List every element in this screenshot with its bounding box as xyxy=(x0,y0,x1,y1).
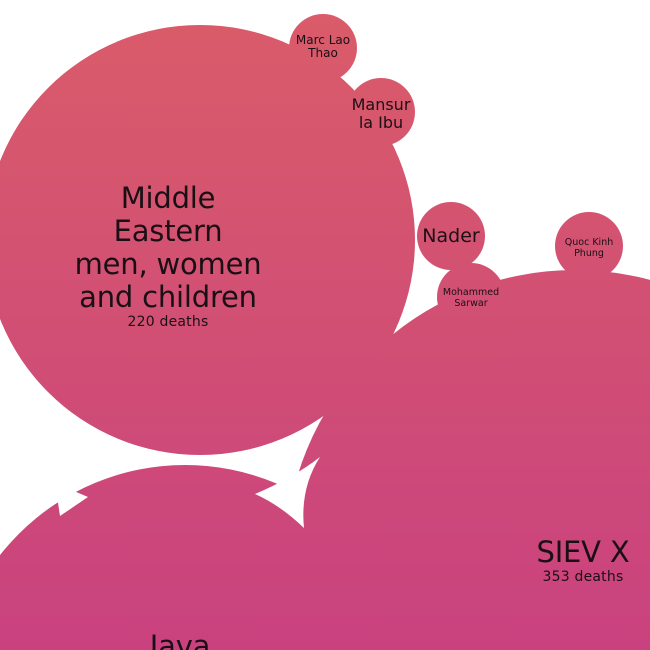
bubble-mansur-la-ibu[interactable] xyxy=(347,78,415,146)
bubble-mohammed-sarwar[interactable] xyxy=(437,263,505,331)
middle-eastern-name: Middle Eastern men, women and children xyxy=(48,182,288,314)
middle-eastern-name-line-3: men, women xyxy=(74,247,262,281)
mohammed-sarwar-line-1: Mohammed xyxy=(442,287,500,298)
gap-left xyxy=(55,483,88,516)
middle-eastern-deaths: 220 deaths xyxy=(127,314,209,330)
nader-name: Nader xyxy=(422,225,480,247)
quoc-kinh-phung-line-1: Quoc Kinh xyxy=(564,237,614,248)
label-java: Java xyxy=(110,630,250,650)
marc-lao-thao-line-1: Marc Lao xyxy=(295,33,351,47)
bubble-siev-x[interactable] xyxy=(285,270,650,650)
bubble-marc-lao-thao[interactable] xyxy=(289,14,357,82)
siev-x-name: SIEV X xyxy=(536,535,630,569)
bubble-nader[interactable] xyxy=(417,202,485,270)
gap-center xyxy=(255,457,320,528)
marc-lao-thao-line-2: Thao xyxy=(308,46,338,60)
label-siev-x: SIEV X 353 deaths xyxy=(513,535,650,586)
mansur-la-ibu-line-1: Mansur xyxy=(351,95,411,114)
label-quoc-kinh-phung: Quoc Kinh Phung xyxy=(549,237,629,259)
siev-x-deaths: 353 deaths xyxy=(542,569,624,585)
label-marc-lao-thao: Marc Lao Thao xyxy=(283,34,363,60)
middle-eastern-name-line-2: Eastern xyxy=(113,214,223,248)
label-middle-eastern: Middle Eastern men, women and children 2… xyxy=(48,182,288,331)
middle-eastern-name-line-1: Middle xyxy=(120,181,216,215)
bubble-java[interactable] xyxy=(0,465,420,650)
mohammed-sarwar-line-2: Sarwar xyxy=(454,298,488,309)
label-nader: Nader xyxy=(411,226,491,246)
java-name: Java xyxy=(149,629,211,650)
bubble-middle-eastern[interactable] xyxy=(0,25,415,455)
label-mansur-la-ibu: Mansur la Ibu xyxy=(341,96,421,132)
label-mohammed-sarwar: Mohammed Sarwar xyxy=(431,287,511,309)
quoc-kinh-phung-line-2: Phung xyxy=(574,248,604,259)
bubble-quoc-kinh-phung[interactable] xyxy=(555,212,623,280)
gap-shapes xyxy=(55,457,320,528)
middle-eastern-name-line-4: and children xyxy=(79,280,257,314)
mansur-la-ibu-line-2: la Ibu xyxy=(358,113,404,132)
